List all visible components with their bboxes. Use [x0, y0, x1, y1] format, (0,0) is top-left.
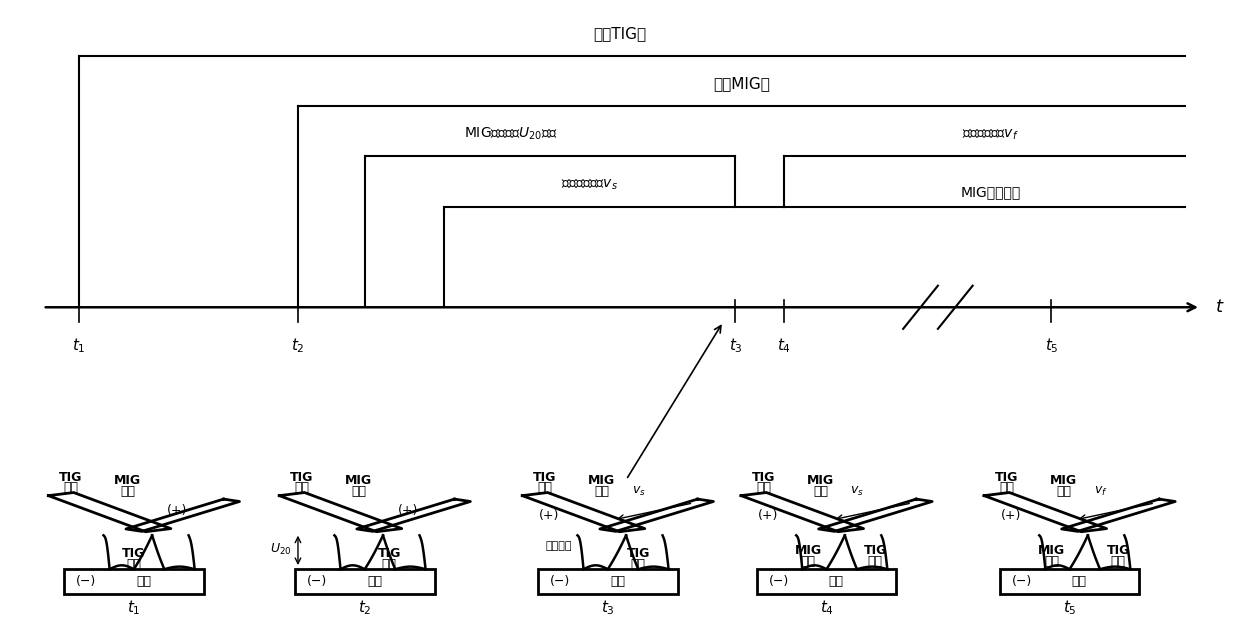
Text: $t_3$: $t_3$: [729, 336, 743, 355]
Text: MIG: MIG: [1038, 544, 1065, 557]
Text: 钨极: 钨极: [756, 481, 771, 494]
Text: (−): (−): [769, 575, 789, 588]
Text: $t_3$: $t_3$: [601, 599, 615, 618]
Text: TIG: TIG: [60, 471, 82, 484]
Text: 钨极: 钨极: [63, 481, 78, 494]
Text: 电弧: 电弧: [382, 557, 397, 570]
Text: 电弧: 电弧: [1111, 555, 1126, 568]
Text: $v_s$: $v_s$: [851, 485, 864, 498]
Text: $t_2$: $t_2$: [358, 599, 372, 618]
Text: 工件: 工件: [136, 575, 151, 588]
Text: $U_{20}$: $U_{20}$: [270, 542, 291, 557]
Text: TIG: TIG: [377, 547, 401, 560]
Text: 放电通道: 放电通道: [546, 541, 573, 551]
Text: 启动TIG焊: 启动TIG焊: [594, 26, 646, 41]
Text: (+): (+): [398, 504, 418, 517]
Text: TIG: TIG: [1106, 544, 1130, 557]
Text: MIG: MIG: [795, 544, 822, 557]
Text: $t_4$: $t_4$: [820, 599, 833, 618]
Text: (+): (+): [1001, 510, 1022, 523]
Text: 工件: 工件: [1071, 575, 1086, 588]
Text: 初始送丝速度$v_s$: 初始送丝速度$v_s$: [562, 178, 618, 192]
Text: 电弧: 电弧: [868, 555, 883, 568]
Text: $t_2$: $t_2$: [291, 336, 305, 355]
Text: MIG电弧电压: MIG电弧电压: [961, 185, 1021, 200]
Text: MIG: MIG: [114, 474, 141, 487]
Text: 钨极: 钨极: [537, 481, 552, 494]
Text: MIG: MIG: [588, 474, 615, 487]
Text: TIG: TIG: [290, 471, 314, 484]
Text: (−): (−): [76, 575, 95, 588]
Text: 工件: 工件: [828, 575, 843, 588]
Text: $t_1$: $t_1$: [72, 336, 86, 355]
Text: (−): (−): [549, 575, 570, 588]
Text: 正常送丝速度$v_f$: 正常送丝速度$v_f$: [962, 128, 1019, 142]
Text: 焊丝: 焊丝: [813, 485, 828, 498]
Text: MIG: MIG: [1050, 474, 1078, 487]
Bar: [538, 569, 678, 594]
Bar: [64, 569, 203, 594]
Text: 工件: 工件: [610, 575, 625, 588]
Text: (+): (+): [758, 510, 779, 523]
Text: $v_s$: $v_s$: [631, 485, 646, 498]
Text: (+): (+): [166, 504, 187, 517]
Text: TIG: TIG: [994, 471, 1018, 484]
Text: (−): (−): [1012, 575, 1032, 588]
Text: 工件: 工件: [367, 575, 382, 588]
Text: $t$: $t$: [1215, 298, 1225, 316]
Text: (+): (+): [539, 510, 559, 523]
Text: 电弧: 电弧: [801, 555, 816, 568]
Bar: [999, 569, 1140, 594]
Text: $t_1$: $t_1$: [126, 599, 141, 618]
Text: 焊丝: 焊丝: [594, 485, 609, 498]
Text: TIG: TIG: [626, 547, 650, 560]
Text: 电弧: 电弧: [631, 557, 646, 570]
Text: 电弧: 电弧: [126, 557, 141, 570]
Text: $t_5$: $t_5$: [1063, 599, 1076, 618]
Text: 焊丝: 焊丝: [1056, 485, 1071, 498]
Text: TIG: TIG: [533, 471, 557, 484]
Text: MIG空载电压$U_{20}$加载: MIG空载电压$U_{20}$加载: [464, 125, 558, 142]
Text: 电弧: 电弧: [1044, 555, 1059, 568]
Text: $v_f$: $v_f$: [1094, 485, 1107, 498]
Text: 钨极: 钨极: [999, 481, 1014, 494]
Bar: [295, 569, 435, 594]
Text: MIG: MIG: [345, 474, 372, 487]
Text: 焊丝: 焊丝: [351, 485, 366, 498]
Bar: [756, 569, 897, 594]
Text: $t_5$: $t_5$: [1044, 336, 1058, 355]
Text: TIG: TIG: [863, 544, 887, 557]
Text: (−): (−): [306, 575, 327, 588]
Text: 启动MIG焊: 启动MIG焊: [713, 76, 770, 92]
Text: TIG: TIG: [751, 471, 775, 484]
Text: $t_4$: $t_4$: [777, 336, 791, 355]
Text: 焊丝: 焊丝: [120, 485, 135, 498]
Text: TIG: TIG: [123, 547, 145, 560]
Text: 钨极: 钨极: [294, 481, 309, 494]
Text: MIG: MIG: [807, 474, 835, 487]
